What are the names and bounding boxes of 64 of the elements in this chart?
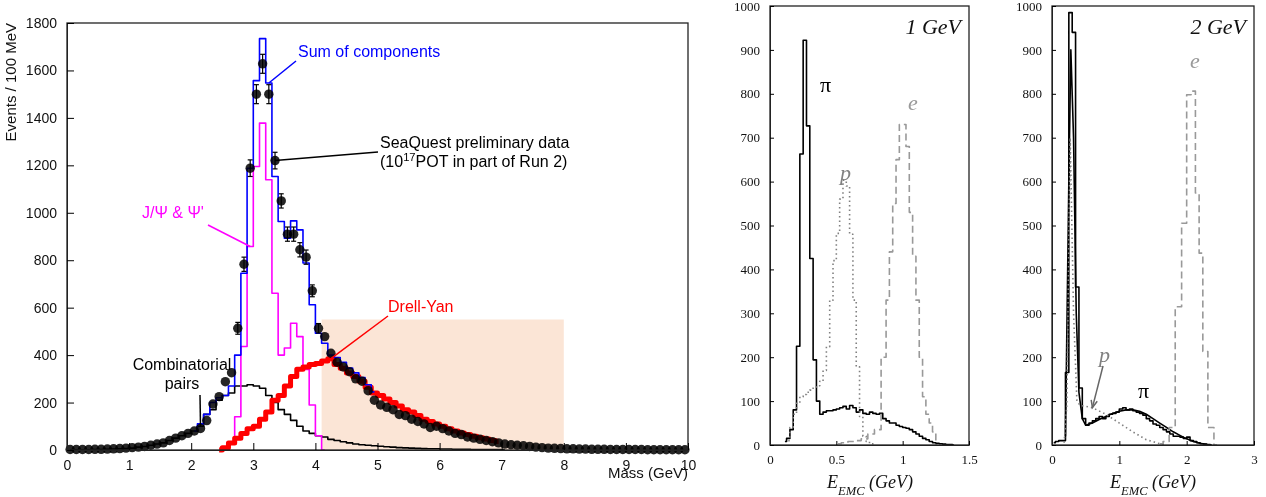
x-tick-label: 0: [1049, 452, 1056, 468]
x-tick-label: 6: [436, 456, 445, 473]
series-label: π: [1138, 378, 1150, 403]
series-label: e: [1190, 48, 1200, 73]
x-tick-label: 2: [187, 456, 196, 473]
y-tick-label: 1000: [1016, 0, 1042, 14]
text: J/Ψ & Ψ': [142, 204, 204, 221]
x-tick-label: 4: [312, 456, 320, 473]
y-tick-label: 1800: [25, 14, 58, 31]
y-tick-label: 0: [1035, 437, 1042, 453]
y-tick-label: 100: [740, 393, 760, 409]
y-tick-label: 800: [1022, 86, 1042, 102]
y-tick-label: 100: [1022, 393, 1042, 409]
y-tick-label: 500: [740, 218, 760, 234]
x-tick-label: 1: [125, 456, 134, 473]
y-tick-label: 1600: [25, 62, 58, 79]
y-tick-label: 400: [740, 262, 760, 278]
x-tick-label: 3: [249, 456, 258, 473]
y-tick-label: 200: [33, 394, 58, 411]
y-tick-label: 200: [740, 349, 760, 365]
text: Sum of components: [298, 43, 441, 60]
series-label: π: [820, 72, 832, 97]
x-axis-title: E$_{EMC}$ (GeV): [1108, 472, 1197, 497]
series-label: Combinatorial pairs: [132, 356, 232, 393]
y-tick-label: 1200: [25, 157, 58, 174]
y-tick-label: 600: [33, 299, 58, 316]
y-tick-label: 300: [1022, 305, 1042, 321]
y-tick-label: 200: [1022, 349, 1042, 365]
y-axis-title: Events / 100 MeV: [2, 23, 19, 142]
y-tick-label: 600: [1022, 174, 1042, 190]
y-tick-label: 0: [753, 437, 760, 453]
series-label: e: [908, 90, 918, 115]
x-tick-label: 0.5: [828, 452, 845, 468]
series-label: p: [1097, 342, 1110, 367]
y-tick-label: 1000: [25, 204, 58, 221]
x-tick-label: 0: [63, 456, 72, 473]
x-tick-label: 7: [498, 456, 507, 473]
chart-title: 2 GeV: [1190, 14, 1249, 39]
y-tick-label: 600: [740, 174, 760, 190]
x-tick-label: 8: [560, 456, 569, 473]
text: Drell-Yan: [388, 298, 454, 315]
y-tick-label: 800: [33, 252, 58, 269]
y-tick-label: 900: [740, 42, 760, 58]
x-tick-label: 2: [1183, 452, 1191, 468]
x-tick-label: 1.5: [961, 452, 978, 468]
y-tick-label: 300: [740, 305, 760, 321]
y-tick-label: 500: [1022, 218, 1042, 234]
y-tick-label: 700: [1022, 130, 1042, 146]
x-tick-label: 0: [767, 452, 774, 468]
y-tick-label: 1000: [734, 0, 760, 14]
y-tick-label: 1400: [25, 109, 58, 126]
x-tick-label: 3: [1251, 452, 1258, 468]
chart-title: 1 GeV: [905, 14, 964, 39]
series-label: p: [838, 160, 851, 185]
x-tick-label: 5: [374, 456, 383, 473]
y-tick-label: 700: [740, 130, 760, 146]
x-tick-label: 1: [1116, 452, 1124, 468]
x-tick-label: 1: [899, 452, 907, 468]
y-tick-label: 800: [740, 86, 760, 102]
y-tick-label: 900: [1022, 42, 1042, 58]
y-tick-label: 400: [33, 347, 58, 364]
x-axis-title: E$_{EMC}$ (GeV): [825, 472, 914, 497]
y-tick-label: 400: [1022, 262, 1042, 278]
text: SeaQuest preliminary data (10$^{17}$POT in part of Run 2): [380, 134, 570, 171]
